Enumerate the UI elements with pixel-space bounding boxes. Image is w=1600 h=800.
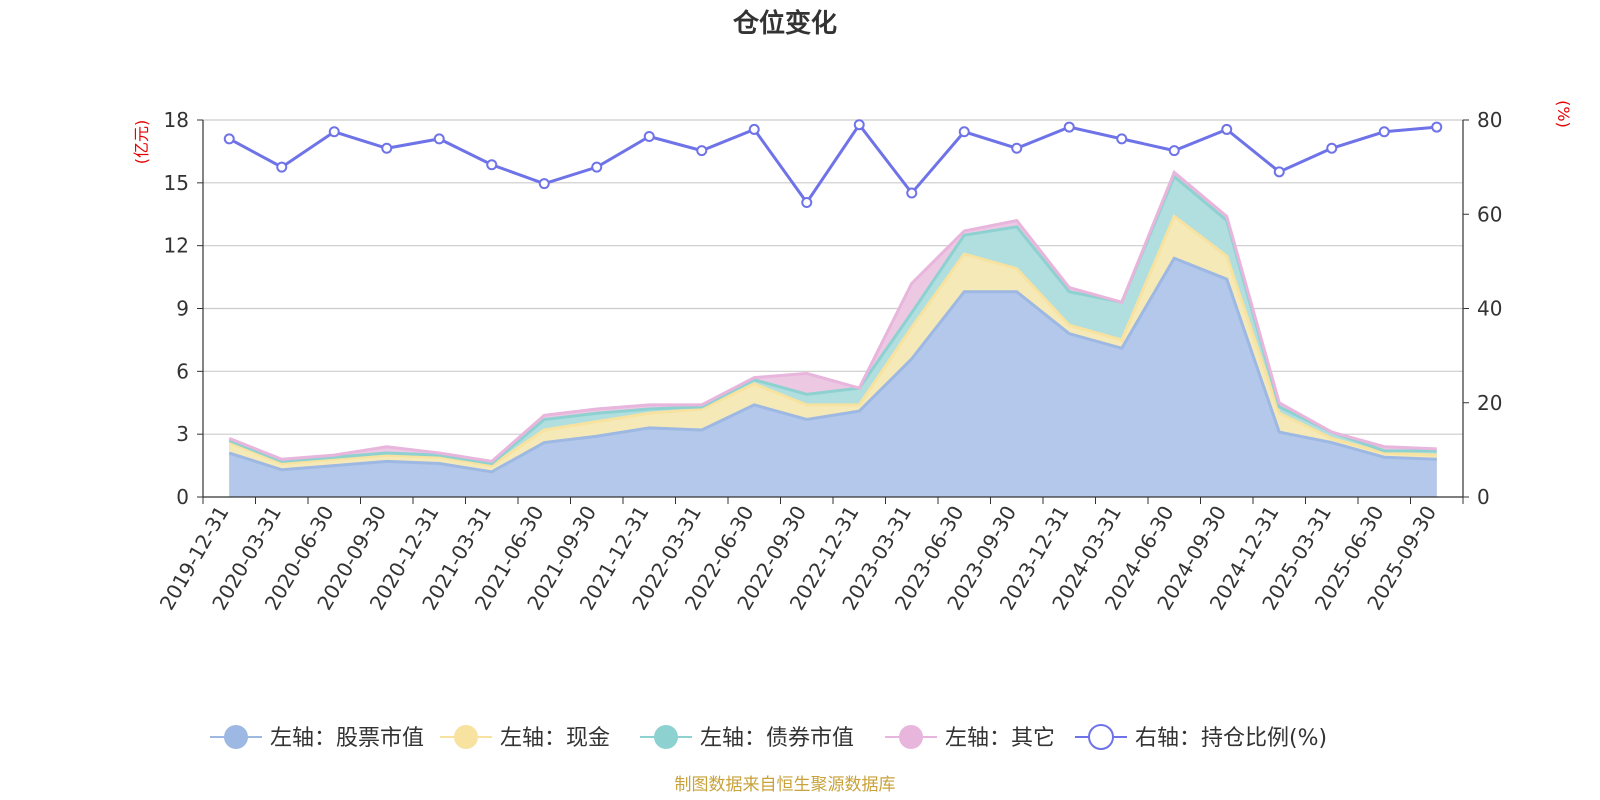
right-axis-tick-label: 40 [1477, 297, 1502, 321]
ratio-point [1431, 121, 1443, 133]
legend: 左轴：股票市值 左轴：现金 左轴：债券市值 左轴：其它 右轴：持仓比例(%) [210, 724, 1327, 751]
ratio-point [748, 123, 760, 135]
ratio-point [801, 196, 813, 208]
ratio-point [1063, 121, 1075, 133]
right-axis-tick-label: 0 [1477, 485, 1490, 509]
ratio-point [328, 126, 340, 138]
left-axis-tick-label: 12 [164, 234, 189, 258]
left-axis-tick-label: 9 [176, 297, 189, 321]
ratio-point [906, 187, 918, 199]
left-axis-tick-label: 6 [176, 359, 189, 383]
ratio-line-path [228, 122, 1437, 206]
data-source-note: 制图数据来自恒生聚源数据库 [675, 775, 896, 795]
axes: 03691215180204060802019-12-312020-03-312… [155, 108, 1503, 614]
right-axis-tick-label: 80 [1477, 108, 1502, 132]
chart-title: 仓位变化 [732, 8, 837, 39]
legend-label: 右轴：持仓比例(%) [1135, 726, 1327, 751]
left-axis-unit: (亿元) [132, 120, 151, 165]
ratio-point [1011, 142, 1023, 154]
ratio-point [1168, 145, 1180, 157]
area-edge-左轴：股票市值 [228, 256, 1437, 474]
left-axis-tick-label: 15 [164, 171, 189, 195]
area-左轴：股票市值 [229, 258, 1437, 497]
right-axis-tick-label: 20 [1477, 391, 1502, 415]
ratio-point [223, 133, 235, 145]
legend-swatch-marker [899, 725, 923, 749]
area-edge-左轴：现金 [228, 213, 1437, 468]
ratio-point [643, 130, 655, 142]
right-axis-tick-label: 60 [1477, 202, 1502, 226]
ratio-point [1116, 133, 1128, 145]
ratio-point [1273, 166, 1285, 178]
legend-label: 左轴：股票市值 [270, 726, 424, 751]
legend-label: 左轴：现金 [500, 726, 610, 751]
legend-swatch-marker [224, 725, 248, 749]
left-axis-tick-label: 0 [176, 485, 189, 509]
right-axis-unit: (%) [1554, 100, 1573, 128]
ratio-point [486, 159, 498, 171]
area-edge-左轴：其它 [228, 169, 1437, 463]
legend-label: 左轴：其它 [945, 726, 1055, 751]
legend-swatch-marker [454, 725, 478, 749]
legend-swatch-marker [654, 725, 678, 749]
ratio-point [1378, 126, 1390, 138]
left-axis-tick-label: 18 [164, 108, 189, 132]
ratio-point [958, 126, 970, 138]
ratio-point [853, 119, 865, 131]
ratio-point [433, 133, 445, 145]
stacked-areas [228, 169, 1437, 498]
ratio-point [381, 142, 393, 154]
left-axis-tick-label: 3 [176, 422, 189, 446]
legend-swatch-marker [1088, 724, 1114, 750]
ratio-point [276, 161, 288, 173]
ratio-point [696, 145, 708, 157]
ratio-point [1326, 142, 1338, 154]
ratio-point [1221, 123, 1233, 135]
ratio-point [591, 161, 603, 173]
legend-label: 左轴：债券市值 [700, 726, 854, 751]
ratio-line [223, 119, 1443, 208]
ratio-point [538, 178, 550, 190]
